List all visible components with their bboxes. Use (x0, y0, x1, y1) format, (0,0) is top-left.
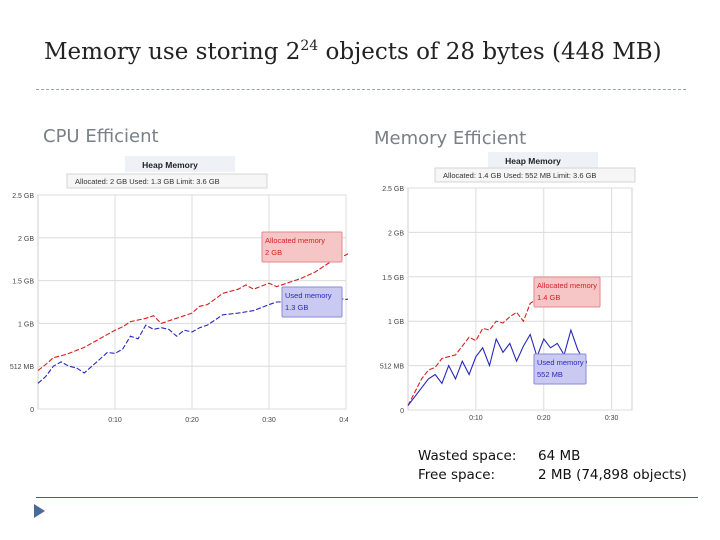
x-tick-label: 0:10 (469, 415, 483, 422)
footer-divider (36, 497, 698, 498)
title-divider (36, 89, 686, 90)
wasted-space-row: Wasted space: 64 MB (418, 447, 687, 466)
chart-legend-box (66, 173, 268, 189)
series-callout-value: 552 MB (537, 370, 563, 379)
chart-title: Heap Memory (505, 156, 561, 166)
x-tick-label: 0:40 (339, 417, 348, 424)
x-tick-label: 0:20 (185, 417, 199, 424)
series-callout-name: Used memory (537, 358, 584, 367)
slide-bullet-icon (34, 504, 45, 518)
wasted-space-label: Wasted space: (418, 448, 517, 464)
y-tick-label: 1.5 GB (12, 279, 34, 286)
y-tick-label: 2 GB (18, 236, 34, 243)
chart-legend-box (434, 167, 636, 183)
series-callout-value: 2 GB (265, 248, 282, 257)
series-line-used (407, 328, 585, 406)
memory-efficient-heap-chart: Heap Memory Allocated: 1.4 GB Used: 552 M… (380, 152, 636, 422)
chart-legend-text: Allocated: 2 GB Used: 1.3 GB Limit: 3.6 … (75, 177, 220, 186)
cpu-efficient-heading: CPU Efficient (43, 126, 159, 147)
free-space-value: 2 MB (74,898 objects) (538, 467, 687, 483)
y-tick-label: 0 (30, 407, 34, 414)
series-callout-name: Allocated memory (265, 236, 325, 245)
chart-header-bar (488, 152, 598, 168)
x-tick-label: 0:20 (537, 415, 551, 422)
chart-header-bar (125, 156, 235, 172)
wasted-space-value: 64 MB (538, 448, 581, 464)
space-summary: Wasted space: 64 MB Free space: 2 MB (74,8… (418, 447, 687, 485)
series-callout-name: Used memory (285, 291, 332, 300)
cpu-efficient-heap-chart: Heap Memory Allocated: 2 GB Used: 1.3 GB … (10, 156, 348, 424)
y-tick-label: 512 MB (10, 364, 34, 371)
free-space-row: Free space: 2 MB (74,898 objects) (418, 466, 687, 485)
series-line-allocated (37, 253, 348, 371)
memory-efficient-heading: Memory Efficient (374, 128, 527, 149)
x-tick-label: 0:30 (605, 415, 619, 422)
slide-title: Memory use storing 224 objects of 28 byt… (44, 38, 662, 65)
y-tick-label: 0 (400, 408, 404, 415)
free-space-label: Free space: (418, 467, 496, 483)
y-tick-label: 2.5 GB (12, 193, 34, 200)
y-tick-label: 512 MB (380, 364, 404, 371)
series-callout-box (533, 276, 601, 308)
chart-title: Heap Memory (142, 160, 198, 170)
y-tick-label: 1 GB (18, 321, 34, 328)
series-callout-box (261, 231, 343, 263)
x-tick-label: 0:30 (262, 417, 276, 424)
y-tick-label: 2.5 GB (382, 186, 404, 193)
series-callout-value: 1.3 GB (285, 303, 308, 312)
series-callout-value: 1.4 GB (537, 293, 560, 302)
x-tick-label: 0:10 (108, 417, 122, 424)
series-line-used (37, 297, 348, 384)
series-callout-name: Allocated memory (537, 281, 597, 290)
y-tick-label: 1.5 GB (382, 275, 404, 282)
y-tick-label: 2 GB (388, 230, 404, 237)
series-callout-box (281, 286, 343, 318)
y-tick-label: 1 GB (388, 319, 404, 326)
series-callout-box (533, 353, 587, 385)
chart-legend-text: Allocated: 1.4 GB Used: 552 MB Limit: 3.… (443, 171, 596, 180)
